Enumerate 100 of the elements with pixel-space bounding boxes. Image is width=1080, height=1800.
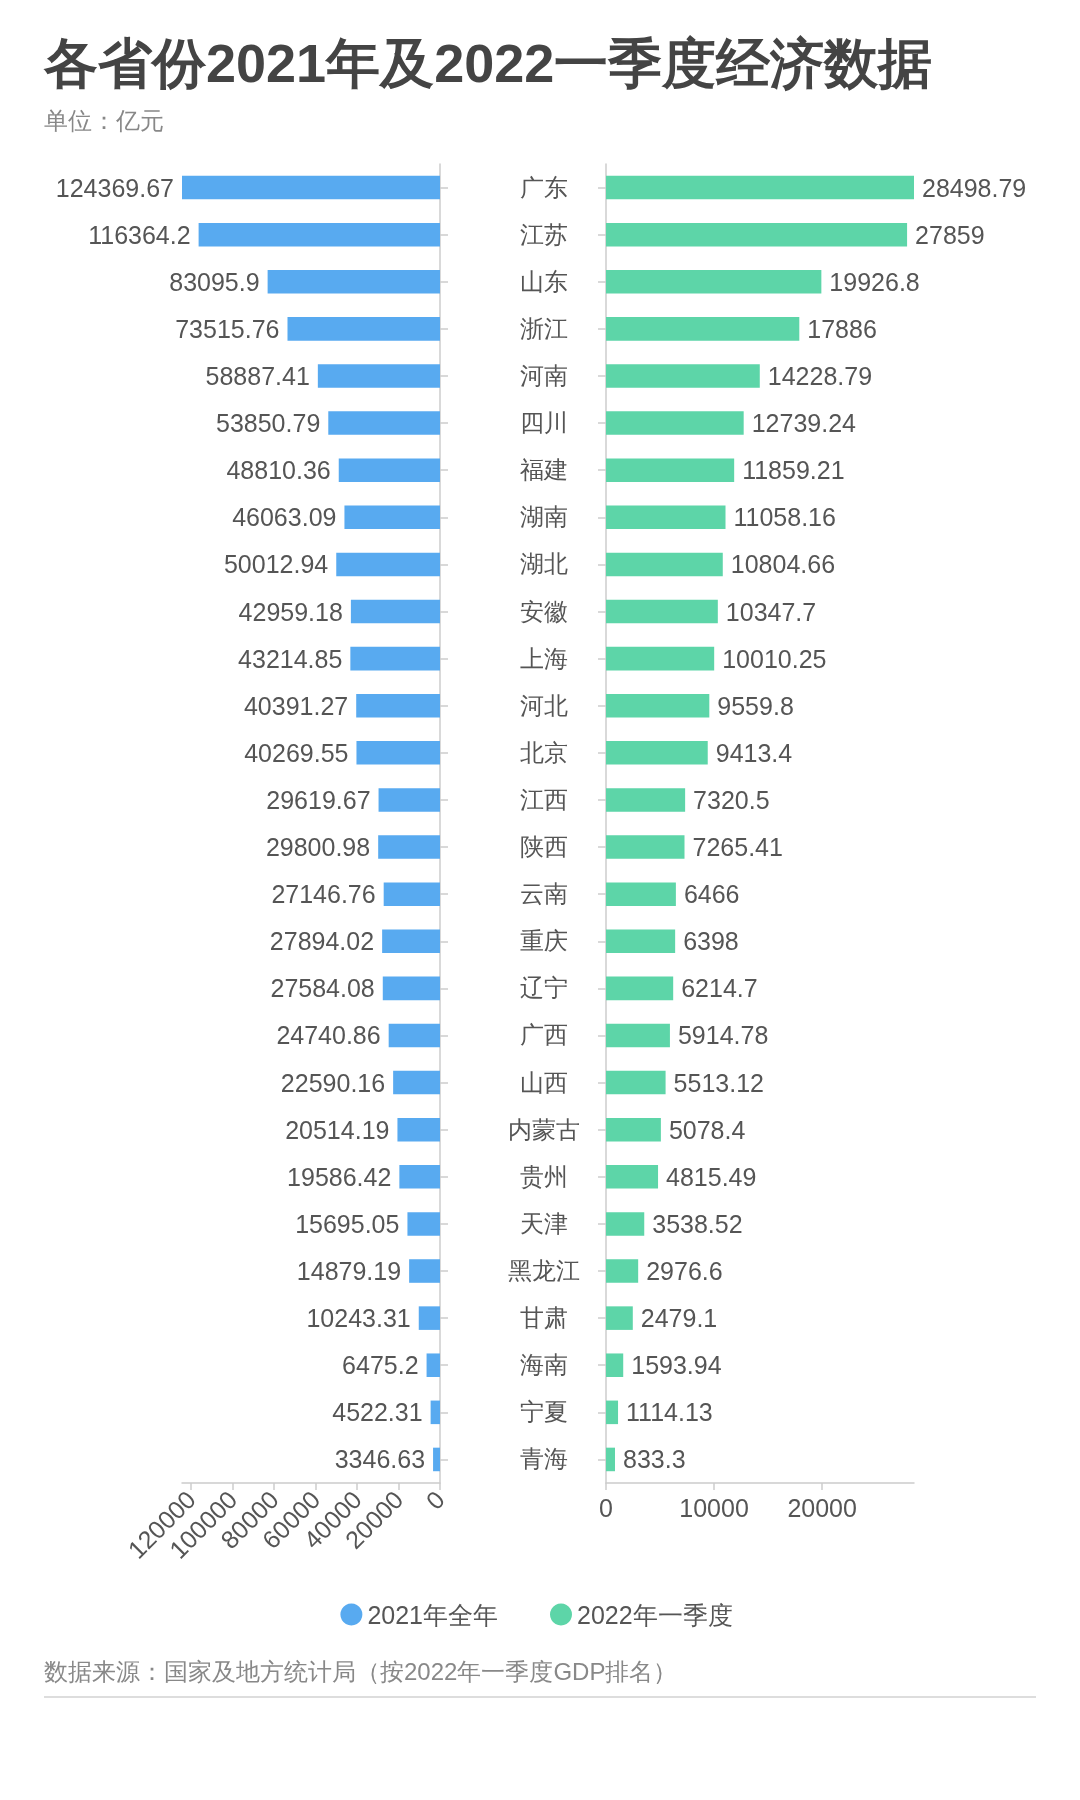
- y-tick-label: 湖南: [520, 504, 568, 531]
- data-label: 24740.86: [276, 1021, 381, 1050]
- data-label: 22590.16: [280, 1068, 386, 1097]
- bar: [606, 222, 908, 247]
- bar: [606, 835, 685, 859]
- source-note: 数据来源：国家及地方统计局（按2022年一季度GDP排名）: [44, 1657, 678, 1687]
- bar: [606, 1447, 616, 1472]
- y-tick-label: 海南: [520, 1352, 568, 1379]
- y-tick-label: 安徽: [520, 598, 568, 625]
- legend-label: 2021年全年: [367, 1600, 499, 1629]
- y-tick-label: 贵州: [520, 1163, 568, 1190]
- data-label: 46063.09: [232, 503, 337, 532]
- x-tick-label: 10000: [679, 1493, 749, 1522]
- data-label: 9413.4: [715, 738, 793, 767]
- bar: [606, 458, 735, 482]
- data-label: 3346.63: [334, 1445, 426, 1474]
- data-label: 19926.8: [829, 267, 920, 296]
- data-label: 5513.12: [673, 1068, 764, 1097]
- data-label: 28498.79: [922, 173, 1027, 202]
- y-tick-label: 江苏: [520, 221, 568, 248]
- data-label: 6398: [683, 927, 739, 956]
- data-label: 2479.1: [640, 1304, 718, 1333]
- y-tick-label: 北京: [520, 739, 568, 766]
- x-tick-label: 0: [599, 1493, 613, 1522]
- y-tick-label: 广西: [520, 1022, 568, 1049]
- data-label: 15695.05: [295, 1209, 400, 1238]
- data-label: 53850.79: [216, 409, 321, 438]
- data-label: 17886: [807, 314, 877, 343]
- data-label: 42959.18: [238, 597, 343, 626]
- y-tick-label: 福建: [520, 457, 568, 484]
- bar: [606, 505, 726, 530]
- y-tick-label: 河北: [520, 692, 568, 719]
- bar: [606, 882, 676, 906]
- data-label: 14228.79: [767, 361, 873, 390]
- y-tick-label: 浙江: [520, 315, 568, 342]
- y-tick-label: 内蒙古: [508, 1116, 580, 1143]
- bar: [606, 599, 718, 624]
- data-label: 11859.21: [742, 456, 845, 485]
- data-label: 14879.19: [296, 1257, 402, 1286]
- bar: [606, 1259, 639, 1283]
- bar: [606, 552, 723, 577]
- data-label: 11058.16: [733, 503, 836, 532]
- y-tick-label: 上海: [520, 645, 568, 672]
- data-label: 4522.31: [332, 1398, 423, 1427]
- x-tick-label: 20000: [787, 1493, 857, 1522]
- data-label: 9559.8: [717, 691, 794, 720]
- data-label: 1114.13: [626, 1398, 713, 1427]
- data-label: 3538.52: [652, 1209, 743, 1238]
- bar: [606, 364, 760, 388]
- data-label: 7320.5: [693, 785, 770, 814]
- data-label: 73515.76: [175, 314, 280, 343]
- data-label: 29800.98: [265, 833, 371, 862]
- chart-subtitle: 单位：亿元: [44, 106, 164, 136]
- y-tick-label: 甘肃: [520, 1305, 568, 1332]
- y-tick-label: 山东: [520, 268, 568, 295]
- y-tick-label: 黑龙江: [508, 1258, 580, 1285]
- bar: [606, 317, 800, 341]
- data-label: 116364.2: [88, 220, 191, 249]
- legend-label: 2022年一季度: [577, 1600, 733, 1629]
- chart-title: 各省份2021年及2022一季度经济数据: [44, 32, 933, 95]
- bar: [606, 1353, 624, 1378]
- bar: [606, 1023, 670, 1048]
- bar: [606, 1165, 659, 1189]
- bar: [606, 1070, 666, 1095]
- bar: [606, 929, 676, 954]
- data-label: 40269.55: [244, 738, 349, 767]
- data-label: 29619.67: [266, 785, 371, 814]
- y-tick-label: 河南: [520, 362, 568, 389]
- data-label: 50012.94: [223, 550, 329, 579]
- data-label: 7265.41: [692, 833, 783, 862]
- y-tick-label: 陕西: [520, 834, 568, 861]
- y-tick-label: 山西: [520, 1069, 568, 1096]
- y-tick-label: 四川: [520, 410, 568, 437]
- data-label: 19586.42: [287, 1162, 392, 1191]
- y-tick-label: 青海: [520, 1446, 568, 1473]
- data-label: 833.3: [623, 1445, 686, 1474]
- bar: [606, 741, 708, 765]
- data-label: 40391.27: [243, 691, 349, 720]
- data-label: 6475.2: [342, 1351, 419, 1380]
- data-label: 2976.6: [646, 1257, 723, 1286]
- bar: [606, 1212, 645, 1236]
- y-tick-label: 宁夏: [520, 1399, 568, 1426]
- data-label: 10010.25: [722, 644, 827, 673]
- bar: [606, 1400, 619, 1425]
- bar: [606, 1306, 633, 1330]
- data-label: 4815.49: [666, 1162, 757, 1191]
- bar: [606, 646, 715, 671]
- data-label: 5078.4: [668, 1115, 746, 1144]
- y-tick-label: 湖北: [520, 551, 568, 578]
- data-label: 27584.08: [270, 974, 375, 1003]
- y-tick-label: 重庆: [520, 928, 568, 955]
- data-label: 5914.78: [677, 1021, 769, 1050]
- data-label: 83095.9: [169, 267, 260, 296]
- bar: [606, 411, 744, 435]
- data-label: 20514.19: [285, 1115, 390, 1144]
- data-label: 10243.31: [306, 1304, 411, 1333]
- data-label: 43214.85: [238, 644, 343, 673]
- data-label: 27894.02: [269, 927, 375, 956]
- data-label: 10347.7: [725, 597, 817, 626]
- data-label: 6466: [683, 880, 740, 909]
